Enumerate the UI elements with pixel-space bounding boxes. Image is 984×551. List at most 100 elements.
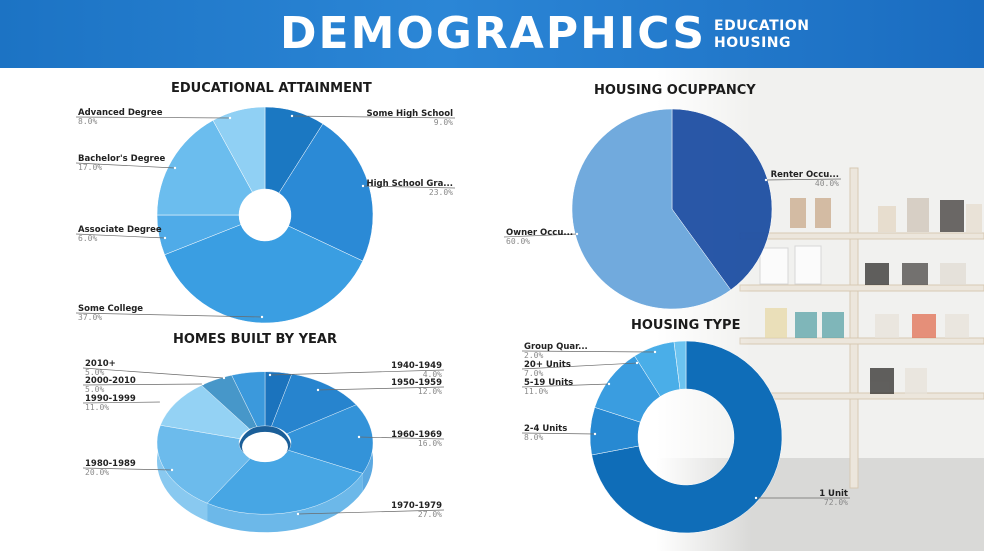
year-pct-1990-1999: 11.0% [85, 403, 109, 412]
edu-pct-bachelor-s-degree: 17.0% [78, 163, 102, 172]
occ-pct-owner-occu: 60.0% [506, 237, 530, 246]
edu-pct-associate-degree: 6.0% [78, 234, 97, 243]
year-leader-dot-1960-1969 [357, 435, 361, 439]
edu-slice-advanced-degree [212, 106, 266, 193]
year-leader-dot-1970-1979 [296, 512, 300, 516]
type-label-group-quar: Group Quar... [524, 342, 588, 352]
edu-label-bachelor-s-degree: Bachelor's Degree [78, 154, 165, 164]
edu-leader-high-school-gra [362, 185, 456, 189]
occ-slice-renter-occu [671, 108, 773, 291]
year-label-1960-1969: 1960-1969 [391, 430, 442, 440]
type-leader-20-units [521, 362, 638, 370]
edu-label-some-college: Some College [78, 304, 143, 314]
year-label-2010: 2010+ [85, 359, 116, 369]
year-leader-dot-1990-1999 [159, 400, 163, 404]
year-leader-2000-2010 [82, 383, 204, 386]
edu-leader-dot-associate-degree [163, 236, 167, 240]
type-pct-1-unit: 72.0% [824, 498, 848, 507]
edu-pct-some-high-school: 9.0% [434, 118, 453, 127]
year-slice-2010 [231, 371, 266, 427]
page-title: DEMOGRAPHICS [280, 8, 707, 59]
edu-leader-bachelor-s-degree [75, 162, 176, 169]
edu-label-advanced-degree: Advanced Degree [78, 108, 163, 118]
year-leader-dot-2000-2010 [201, 382, 205, 386]
type-leader-dot-group-quar [653, 350, 657, 354]
year-label-1950-1959: 1950-1959 [391, 378, 442, 388]
edu-leader-dot-advanced-degree [228, 116, 232, 120]
title-educational-attainment: EDUCATIONAL ATTAINMENT [171, 81, 372, 96]
type-label-20-units: 20+ Units [524, 360, 571, 370]
type-pct-2-4-units: 8.0% [524, 433, 543, 442]
year-leader-1980-1989 [82, 467, 173, 471]
year-pct-1940-1949: 4.0% [423, 370, 442, 379]
type-leader-5-19-units [521, 383, 610, 388]
edu-pct-high-school-gra: 23.0% [429, 188, 453, 197]
year-label-1940-1949: 1940-1949 [391, 361, 442, 371]
edu-pct-advanced-degree: 8.0% [78, 117, 97, 126]
year-leader-2010 [82, 367, 225, 379]
subtitle-housing: HOUSING [714, 35, 791, 51]
year-leader-1960-1969 [358, 436, 445, 440]
occ-leader-owner-occu [503, 233, 578, 238]
year-label-2000-2010: 2000-2010 [85, 376, 136, 386]
type-leader-dot-2-4-units [593, 432, 597, 436]
edu-leader-associate-degree [75, 233, 166, 239]
occ-label-owner-occu: Owner Occu... [506, 228, 573, 238]
type-label-2-4-units: 2-4 Units [524, 424, 567, 434]
type-leader-dot-20-units [635, 361, 639, 365]
edu-label-high-school-gra: High School Gra... [367, 179, 453, 189]
year-leader-dot-1940-1949 [268, 373, 272, 377]
type-pct-20-units: 7.0% [524, 369, 543, 378]
edu-slice-high-school-gra [278, 123, 374, 262]
title-homes-built-by-year: HOMES BUILT BY YEAR [173, 332, 337, 347]
year-pct-2000-2010: 5.0% [85, 385, 104, 394]
type-leader-group-quar [521, 350, 656, 353]
edu-pct-some-college: 37.0% [78, 313, 102, 322]
year-leader-1990-1999 [82, 401, 162, 404]
edu-slice-some-college [164, 224, 364, 324]
occ-slice-owner-occu [571, 108, 732, 310]
title-housing-occupancy: HOUSING OCUPPANCY [594, 83, 756, 98]
type-label-5-19-units: 5-19 Units [524, 378, 573, 388]
year-slice-side-1970-1979 [207, 473, 363, 533]
type-slice-1-unit [591, 340, 783, 534]
occ-leader-dot-owner-occu [575, 232, 579, 236]
year-label-1970-1979: 1970-1979 [391, 501, 442, 511]
subtitle-education: EDUCATION [714, 18, 810, 34]
year-hole [242, 431, 288, 463]
year-leader-1970-1979 [297, 509, 445, 515]
year-slice-1980-1989 [156, 425, 252, 504]
year-pct-1950-1959: 12.0% [418, 387, 442, 396]
type-slice-group-quar [673, 340, 687, 390]
occ-leader-renter-occu [765, 178, 842, 181]
occ-leader-dot-renter-occu [764, 178, 768, 182]
edu-leader-some-college [75, 312, 263, 318]
year-leader-dot-1980-1989 [170, 468, 174, 472]
type-pct-5-19-units: 11.0% [524, 387, 548, 396]
page-subtitle: EDUCATION HOUSING [714, 18, 809, 52]
year-pct-1970-1979: 27.0% [418, 510, 442, 519]
type-pct-group-quar: 2.0% [524, 351, 543, 360]
edu-leader-dot-bachelor-s-degree [173, 166, 177, 170]
occ-pct-renter-occu: 40.0% [815, 179, 839, 188]
header-banner: DEMOGRAPHICS EDUCATION HOUSING [0, 0, 984, 68]
year-leader-1940-1949 [269, 369, 445, 376]
year-label-1980-1989: 1980-1989 [85, 459, 136, 469]
year-slice-1950-1959 [271, 373, 357, 435]
occ-label-renter-occu: Renter Occu... [771, 170, 839, 180]
type-label-1-unit: 1 Unit [819, 489, 848, 499]
title-housing-type: HOUSING TYPE [631, 318, 741, 333]
year-pct-1980-1989: 20.0% [85, 468, 109, 477]
type-leader-2-4-units [521, 432, 596, 435]
year-leader-dot-2010 [222, 376, 226, 380]
edu-leader-dot-some-high-school [290, 114, 294, 118]
type-leader-dot-5-19-units [607, 382, 611, 386]
edu-label-some-high-school: Some High School [367, 109, 454, 119]
edu-slice-bachelor-s-degree [156, 120, 253, 216]
edu-leader-some-high-school [291, 115, 456, 119]
year-label-1990-1999: 1990-1999 [85, 394, 136, 404]
year-leader-1950-1959 [317, 386, 445, 391]
year-pct-1960-1969: 16.0% [418, 439, 442, 448]
edu-leader-advanced-degree [75, 116, 231, 119]
